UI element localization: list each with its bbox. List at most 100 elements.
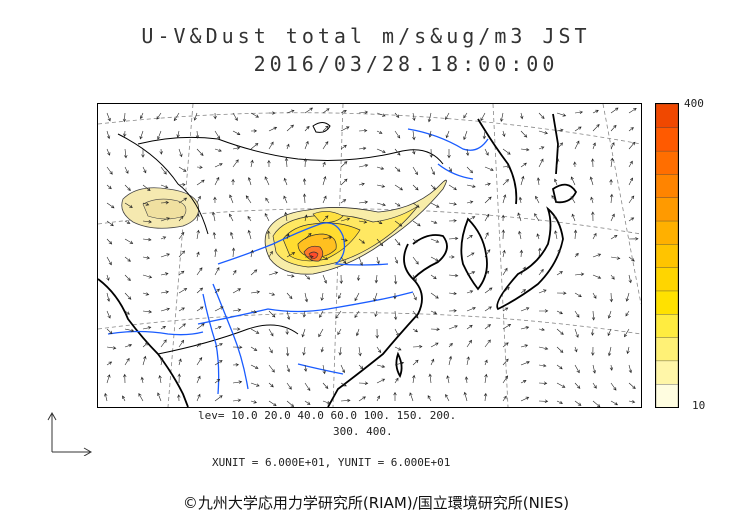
wind-arrow bbox=[247, 177, 252, 186]
wind-arrow bbox=[338, 346, 342, 356]
wind-arrow bbox=[573, 229, 578, 240]
wind-arrow bbox=[607, 346, 612, 357]
wind-arrow bbox=[250, 159, 254, 168]
colorbar-band bbox=[655, 290, 679, 315]
wind-arrow bbox=[106, 346, 117, 350]
wind-arrow bbox=[138, 393, 144, 402]
wind-arrow bbox=[196, 306, 204, 312]
wind-arrow bbox=[448, 325, 458, 330]
wind-arrow bbox=[538, 327, 545, 332]
wind-arrow bbox=[591, 346, 595, 356]
wind-arrow bbox=[610, 274, 615, 280]
wind-arrow bbox=[160, 325, 167, 330]
wind-arrow bbox=[193, 112, 198, 121]
wind-arrow bbox=[160, 307, 171, 312]
dust-contour-300 bbox=[308, 251, 319, 260]
wind-arrow bbox=[178, 270, 185, 276]
wind-arrow bbox=[250, 129, 258, 133]
wind-arrow bbox=[538, 363, 547, 368]
wind-arrow bbox=[589, 176, 594, 186]
wind-arrow bbox=[106, 166, 113, 175]
dust-plume-west bbox=[121, 187, 200, 229]
wind-arrow bbox=[250, 382, 260, 387]
wind-arrow bbox=[394, 112, 400, 118]
wind-arrow bbox=[484, 339, 491, 348]
wind-arrow bbox=[590, 328, 595, 336]
rivers bbox=[107, 128, 489, 395]
wind-arrow bbox=[628, 382, 636, 390]
wind-arrow bbox=[286, 252, 296, 258]
wind-arrow bbox=[628, 160, 633, 168]
wind-arrow bbox=[445, 130, 450, 139]
colorbar-band bbox=[655, 313, 679, 338]
wind-arrow bbox=[301, 328, 306, 338]
wind-arrow bbox=[628, 274, 632, 284]
wind-arrow bbox=[376, 220, 383, 224]
wind-arrow bbox=[574, 252, 579, 258]
wind-arrow bbox=[124, 238, 134, 244]
wind-arrow bbox=[124, 148, 128, 159]
wind-arrow bbox=[196, 393, 201, 402]
wind-arrow bbox=[318, 328, 324, 338]
wind-arrow bbox=[142, 237, 152, 242]
wind-arrow bbox=[286, 400, 295, 407]
colorbar-band bbox=[655, 103, 679, 129]
wind-arrow bbox=[556, 112, 567, 117]
wind-arrow bbox=[412, 292, 417, 301]
wind-arrow bbox=[376, 112, 386, 117]
wind-arrow bbox=[520, 344, 529, 348]
wind-arrow bbox=[322, 256, 329, 260]
wind-arrow bbox=[124, 357, 130, 366]
wind-arrow bbox=[286, 382, 292, 390]
wind-arrow bbox=[231, 247, 236, 258]
wind-arrow bbox=[376, 130, 383, 134]
wind-arrow bbox=[464, 376, 469, 384]
wind-arrow bbox=[304, 382, 311, 392]
wind-arrow bbox=[340, 217, 351, 222]
wind-arrow bbox=[106, 274, 110, 281]
wind-arrow bbox=[322, 364, 326, 375]
wind-arrow bbox=[466, 216, 476, 222]
wind-arrow bbox=[106, 238, 113, 245]
wind-arrow bbox=[628, 141, 636, 150]
wind-arrow bbox=[610, 157, 614, 168]
wind-arrow bbox=[480, 112, 486, 122]
border-mongolia bbox=[137, 136, 444, 165]
wind-arrow bbox=[628, 217, 635, 222]
wind-arrow bbox=[285, 346, 290, 357]
wind-arrow bbox=[337, 328, 342, 336]
wind-arrow bbox=[214, 163, 223, 168]
wind-arrow bbox=[554, 230, 558, 240]
wind-arrow bbox=[534, 213, 540, 222]
coastline-taiwan bbox=[395, 351, 403, 379]
wind-arrow bbox=[412, 344, 423, 349]
wind-arrow bbox=[250, 269, 258, 276]
river-brahmaputra bbox=[107, 330, 204, 336]
wind-arrow bbox=[520, 326, 530, 330]
wind-arrow bbox=[466, 290, 474, 294]
wind-arrow bbox=[358, 364, 364, 370]
wind-arrow bbox=[412, 148, 416, 155]
wind-arrow bbox=[356, 274, 361, 282]
wind-arrow bbox=[286, 143, 290, 150]
wind-arrow bbox=[394, 346, 402, 351]
wind-arrow bbox=[484, 270, 490, 276]
wind-arrow bbox=[214, 306, 224, 312]
wind-arrow bbox=[177, 394, 181, 402]
wind-arrow bbox=[232, 345, 243, 349]
wind-arrow bbox=[178, 183, 186, 187]
wind-arrow bbox=[484, 359, 488, 366]
wind-arrow bbox=[502, 375, 509, 384]
wind-arrow bbox=[196, 213, 200, 222]
wind-arrow bbox=[358, 256, 363, 266]
wind-arrow bbox=[518, 196, 523, 204]
wind-arrow bbox=[140, 376, 144, 384]
wind-arrow bbox=[412, 328, 419, 333]
wind-arrow bbox=[285, 328, 289, 335]
wind-arrow bbox=[214, 130, 221, 140]
wind-arrow bbox=[592, 232, 597, 240]
wind-arrow bbox=[412, 274, 417, 282]
wind-arrow bbox=[520, 147, 530, 152]
wind-arrow bbox=[142, 184, 151, 191]
map-title: U-V&Dust total m/s&ug/m3 JST bbox=[141, 24, 591, 48]
